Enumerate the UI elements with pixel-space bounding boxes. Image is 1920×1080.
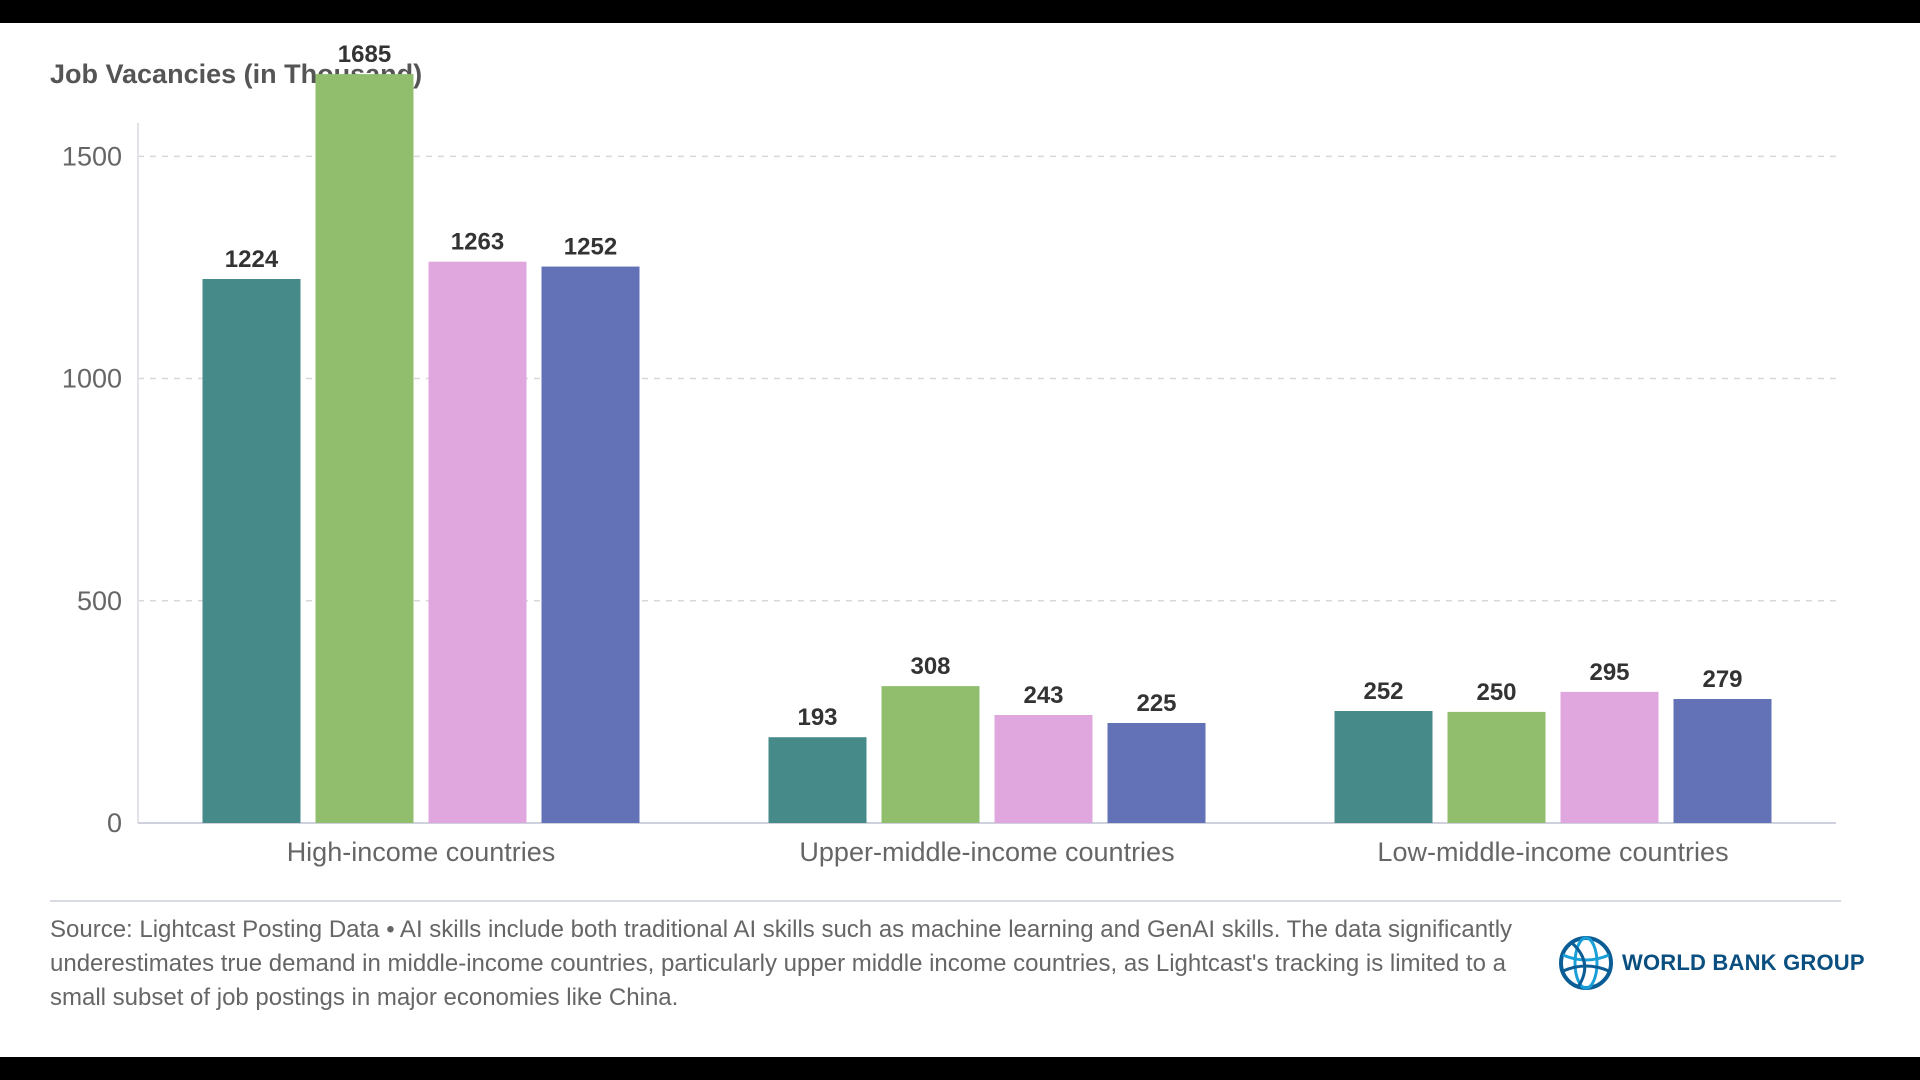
data-label: 225 [1136, 690, 1176, 717]
logo-text: WORLD BANK GROUP [1622, 950, 1865, 975]
footer-divider [50, 900, 1841, 902]
x-tick-label: Upper-middle-income countries [799, 837, 1174, 867]
bar-chart: 0 500 1000 1500 1224 1685 1263 1252 High-income … [62, 41, 1836, 867]
data-label: 243 [1023, 682, 1063, 709]
globe-icon [1559, 936, 1613, 990]
bar [1334, 711, 1433, 823]
data-label: 279 [1702, 666, 1742, 693]
bar [994, 715, 1093, 823]
data-label: 252 [1363, 678, 1403, 705]
bar [1447, 711, 1546, 823]
data-label: 250 [1476, 679, 1516, 706]
bar [428, 261, 527, 823]
data-label: 308 [910, 653, 950, 680]
bar [1673, 699, 1772, 823]
data-label: 1263 [451, 229, 504, 256]
y-tick-label: 500 [77, 586, 122, 616]
y-tick-label: 0 [107, 808, 122, 838]
data-label: 1252 [564, 234, 617, 261]
y-tick-label: 1000 [62, 364, 122, 394]
bar [881, 686, 980, 823]
x-tick-label: Low-middle-income countries [1377, 837, 1728, 867]
data-label: 295 [1589, 659, 1629, 686]
data-label: 1224 [225, 246, 279, 273]
world-bank-logo[interactable]: WORLD BANK GROUP [1558, 935, 1865, 991]
y-tick-label: 1500 [62, 141, 122, 171]
bar [202, 279, 301, 823]
chart-card: Job Vacancies (in Thousand) 0 500 1000 1500… [0, 23, 1920, 1057]
bar [315, 74, 414, 824]
bar [1107, 723, 1206, 823]
bar [541, 266, 640, 823]
data-label: 193 [797, 704, 837, 731]
source-note: Source: Lightcast Posting Data • AI skil… [50, 916, 1513, 1011]
bar [1560, 691, 1659, 823]
x-tick-label: High-income countries [287, 837, 556, 867]
bar [768, 737, 867, 823]
data-label: 1685 [338, 41, 391, 68]
